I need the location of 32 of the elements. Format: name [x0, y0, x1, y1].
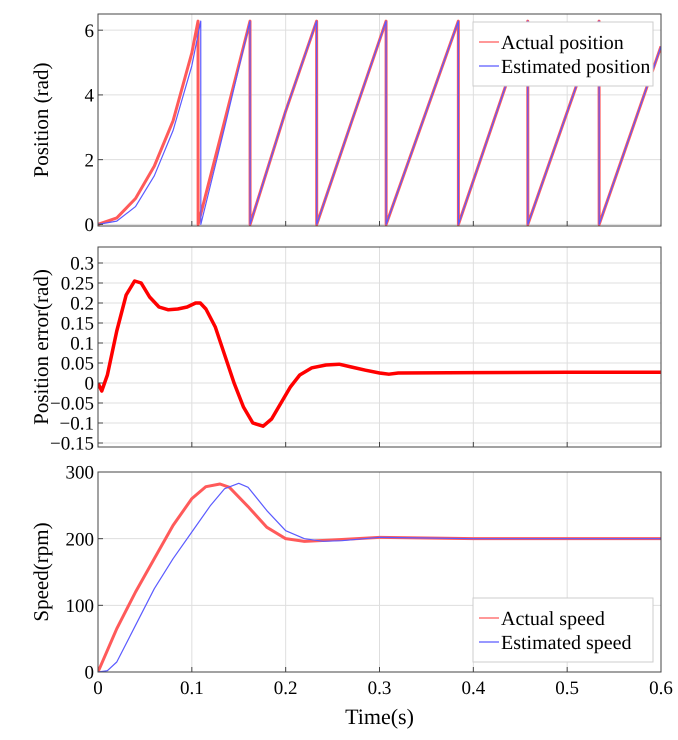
x-tick-label: 0.4: [461, 678, 486, 699]
y-axis-title: Position error(rad): [29, 269, 53, 425]
y-tick-label: 0.3: [70, 254, 94, 275]
legend-label: Estimated position: [501, 56, 650, 78]
legend-label: Estimated speed: [501, 632, 632, 654]
y-tick-label: 2: [84, 150, 94, 172]
y-tick-label: 4: [84, 86, 94, 107]
y-tick-label: 6: [84, 20, 94, 42]
x-tick-label: 0.2: [274, 678, 298, 699]
y-tick-label: 0: [84, 215, 94, 236]
legend-label: Actual position: [501, 32, 624, 54]
y-tick-label: 200: [66, 529, 94, 550]
y-tick-label: 0.15: [60, 314, 94, 335]
y-tick-label: 0: [84, 662, 94, 684]
y-tick-label: −0.1: [60, 414, 94, 435]
y-tick-label: 0.2: [70, 294, 94, 315]
y-axis-title: Position (rad): [29, 62, 53, 178]
y-tick-label: 0.05: [60, 354, 94, 375]
x-tick-label: 0.3: [368, 678, 392, 699]
legend-label: Actual speed: [501, 608, 605, 630]
y-tick-label: −0.15: [50, 434, 94, 455]
y-axis-title: Speed(rpm): [29, 522, 53, 622]
y-tick-label: 0.25: [60, 274, 94, 295]
y-tick-label: −0.05: [50, 394, 94, 415]
y-tick-label: 300: [66, 462, 94, 484]
x-tick-label: 0.6: [649, 678, 673, 699]
y-tick-label: 0: [84, 374, 94, 395]
y-tick-label: 100: [66, 596, 94, 617]
x-tick-label: 0.5: [555, 678, 580, 699]
x-axis-title: Time(s): [345, 704, 414, 729]
y-tick-label: 0.1: [70, 334, 94, 355]
x-tick-label: 0.1: [180, 678, 204, 699]
